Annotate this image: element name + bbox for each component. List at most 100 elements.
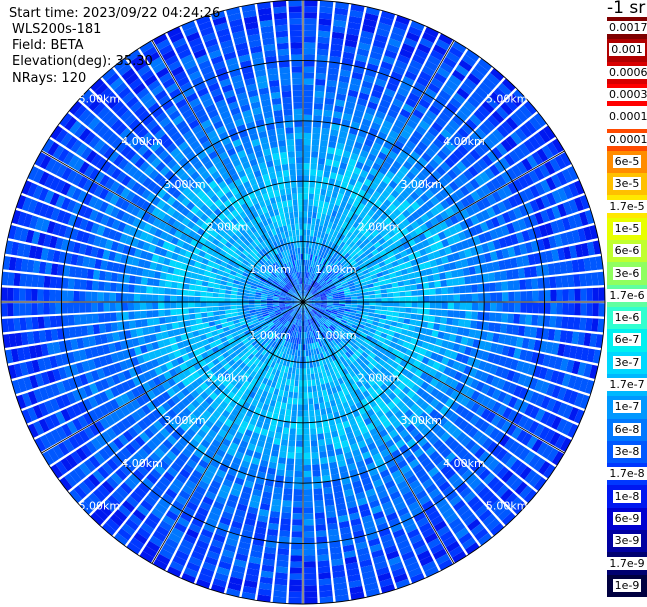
range-bin bbox=[244, 388, 252, 396]
range-bin bbox=[381, 189, 390, 199]
range-bin bbox=[232, 355, 240, 363]
range-bin bbox=[474, 174, 485, 187]
range-bin bbox=[224, 344, 232, 352]
range-bin bbox=[499, 434, 511, 447]
range-bin bbox=[359, 252, 367, 260]
range-bin bbox=[213, 283, 221, 289]
range-bin bbox=[188, 474, 200, 485]
range-bin bbox=[309, 300, 316, 302]
range-bin bbox=[214, 258, 223, 265]
range-bin bbox=[326, 443, 334, 452]
range-bin bbox=[13, 317, 21, 332]
range-bin bbox=[420, 167, 431, 178]
range-bin bbox=[311, 310, 317, 315]
range-bin bbox=[355, 161, 364, 170]
range-bin bbox=[150, 236, 160, 246]
range-bin bbox=[285, 305, 292, 309]
range-bin bbox=[244, 480, 254, 489]
range-bin bbox=[352, 448, 361, 457]
range-bin bbox=[226, 447, 237, 457]
range-bin bbox=[365, 276, 372, 282]
range-bin bbox=[573, 317, 581, 330]
range-bin bbox=[397, 382, 406, 391]
range-bin bbox=[232, 456, 242, 466]
range-bin bbox=[241, 275, 248, 281]
range-bin bbox=[355, 541, 368, 550]
range-bin bbox=[293, 343, 297, 350]
range-bin bbox=[398, 180, 408, 190]
range-bin bbox=[214, 370, 222, 379]
range-bin bbox=[352, 253, 360, 260]
range-bin bbox=[394, 475, 405, 485]
range-bin bbox=[284, 482, 293, 489]
range-bin bbox=[360, 219, 368, 227]
range-bin bbox=[513, 207, 523, 219]
range-bin bbox=[286, 322, 291, 329]
range-bin bbox=[336, 87, 348, 96]
range-bin bbox=[355, 239, 363, 247]
range-bin bbox=[346, 568, 360, 577]
range-bin bbox=[278, 389, 284, 397]
range-bin bbox=[412, 176, 423, 187]
range-bin bbox=[415, 257, 424, 265]
range-bin bbox=[331, 473, 340, 481]
range-bin bbox=[345, 223, 353, 231]
range-bin bbox=[136, 267, 144, 276]
range-bin bbox=[348, 218, 356, 226]
range-bin bbox=[446, 358, 456, 368]
range-bin bbox=[290, 336, 294, 343]
range-bin bbox=[561, 420, 573, 436]
range-bin bbox=[505, 455, 518, 469]
range-bin bbox=[124, 330, 132, 339]
range-bin bbox=[49, 413, 61, 428]
range-bin bbox=[376, 351, 384, 359]
range-bin bbox=[404, 285, 412, 291]
range-bin bbox=[235, 390, 244, 398]
range-bin bbox=[251, 412, 260, 421]
range-bin bbox=[548, 355, 557, 369]
range-bin bbox=[431, 266, 439, 274]
range-bin bbox=[479, 371, 489, 383]
range-bin bbox=[318, 24, 331, 32]
range-bin bbox=[421, 321, 429, 328]
range-bin bbox=[374, 560, 388, 571]
range-bin bbox=[363, 338, 371, 345]
range-bin bbox=[356, 98, 368, 107]
range-bin bbox=[429, 336, 438, 345]
range-bin bbox=[131, 411, 142, 423]
range-bin bbox=[60, 457, 73, 472]
range-bin bbox=[388, 392, 397, 401]
range-bin bbox=[444, 124, 456, 136]
range-bin bbox=[338, 275, 345, 281]
range-bin bbox=[55, 315, 63, 327]
range-bin bbox=[293, 501, 303, 508]
range-bin bbox=[524, 202, 534, 215]
range-bin bbox=[390, 321, 398, 327]
range-bin bbox=[44, 416, 55, 430]
range-bin bbox=[19, 303, 26, 316]
range-bin bbox=[583, 332, 592, 347]
range-bin bbox=[437, 363, 447, 373]
range-bin bbox=[415, 468, 427, 479]
range-bin bbox=[340, 124, 350, 133]
range-bin bbox=[232, 316, 239, 321]
range-bin bbox=[350, 404, 358, 413]
range-bin bbox=[358, 503, 370, 512]
range-bin bbox=[366, 187, 375, 196]
range-bin bbox=[322, 259, 327, 266]
range-bin bbox=[394, 140, 405, 150]
range-bin bbox=[318, 327, 323, 334]
range-bin bbox=[50, 161, 62, 175]
range-bin bbox=[221, 423, 231, 433]
range-bin bbox=[311, 242, 316, 249]
range-bin bbox=[191, 550, 205, 561]
range-bin bbox=[307, 217, 312, 224]
range-bin bbox=[245, 280, 253, 285]
range-bin bbox=[313, 230, 318, 237]
range-bin bbox=[329, 172, 337, 180]
range-bin bbox=[418, 98, 431, 110]
range-bin bbox=[79, 314, 87, 325]
range-bin bbox=[450, 203, 460, 214]
range-bin bbox=[71, 187, 82, 201]
range-bin bbox=[285, 321, 290, 328]
